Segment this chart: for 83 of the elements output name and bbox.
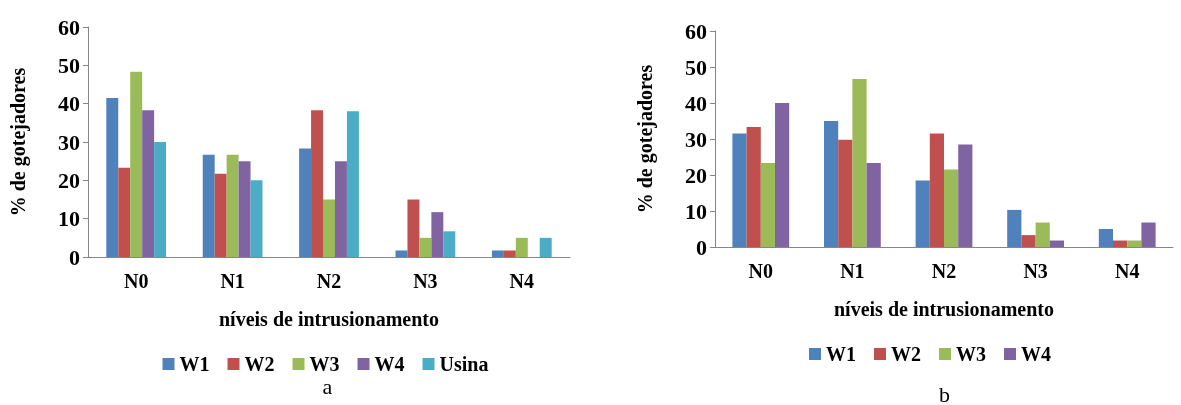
bar: [1098, 229, 1113, 247]
bar: [214, 173, 227, 257]
bar: [395, 250, 408, 257]
text: a: [322, 373, 333, 399]
bar: [1021, 235, 1036, 247]
x-tick-label: N1: [220, 270, 245, 292]
bar: [311, 110, 324, 257]
bar: [866, 163, 881, 247]
bar: [824, 121, 839, 247]
y-tick-label: 20: [685, 162, 707, 188]
x-tick-label: N2: [931, 260, 957, 282]
bar: [746, 127, 761, 247]
bar: [838, 139, 853, 247]
bar: [443, 231, 456, 257]
y-tick-label: 30: [685, 126, 707, 152]
y-tick-label: 40: [685, 90, 707, 116]
x-tick-label: N3: [413, 270, 438, 292]
bar: [852, 78, 867, 247]
bar: [142, 110, 155, 257]
x-tick-label: N4: [509, 270, 535, 292]
bar: [106, 97, 119, 257]
y-tick-label: 50: [58, 52, 80, 78]
bar: [118, 167, 131, 257]
legend-label: Usina: [439, 353, 489, 375]
y-tick-label: 60: [58, 14, 80, 40]
legend-label: W1: [826, 343, 856, 365]
legend-label: W3: [956, 343, 986, 365]
bar: [431, 212, 444, 257]
bar: [1127, 240, 1142, 247]
bar: [346, 111, 359, 257]
legend-label: W3: [309, 353, 340, 375]
bar: [250, 180, 263, 257]
bar: [1141, 222, 1156, 247]
bar: [130, 71, 143, 257]
bar: [226, 154, 239, 257]
bar: [334, 161, 347, 257]
y-tick-label: 60: [685, 18, 707, 44]
x-tick-label: N4: [1114, 260, 1140, 282]
legend-label: W1: [179, 353, 210, 375]
x-tick-label: N3: [1023, 260, 1048, 282]
bar: [419, 237, 432, 257]
bar: [1049, 240, 1064, 247]
bar: [491, 250, 504, 257]
bar: [958, 144, 973, 247]
y-tick-label: 20: [58, 167, 80, 193]
x-tick-label: N0: [748, 260, 774, 282]
legend-label: W2: [891, 343, 921, 365]
bar: [1035, 222, 1050, 247]
y-tick-label: 10: [58, 206, 80, 232]
x-axis-title: níveis de intrusionamento: [218, 308, 440, 330]
legend-label: W4: [1021, 343, 1051, 365]
bar: [503, 250, 516, 257]
bar: [1113, 240, 1128, 247]
y-tick-label: 10: [685, 198, 707, 224]
y-tick-label: 50: [685, 54, 707, 80]
bar: [732, 133, 747, 247]
y-tick-label: 0: [696, 234, 707, 260]
bar: [407, 199, 420, 257]
bar: [202, 154, 215, 257]
bar: [760, 163, 775, 247]
y-tick-label: 40: [58, 91, 80, 117]
bar: [323, 199, 335, 257]
bar: [539, 237, 552, 257]
bar: [929, 133, 944, 247]
y-axis-title: % de gotejadores: [634, 64, 657, 214]
bar: [154, 142, 167, 257]
bar: [1007, 209, 1022, 247]
text: b: [939, 381, 950, 405]
legend-label: W2: [244, 353, 275, 375]
y-axis-title: % de gotejadores: [7, 67, 30, 217]
x-tick-label: N2: [316, 270, 342, 292]
y-tick-label: 30: [58, 129, 80, 155]
bar: [299, 148, 312, 257]
bar: [915, 180, 930, 247]
bar: [238, 161, 251, 257]
bar: [515, 237, 528, 257]
x-tick-label: N0: [123, 270, 149, 292]
bar: [944, 169, 959, 247]
x-axis-title: níveis de intrusionamento: [833, 298, 1055, 320]
x-tick-label: N1: [840, 260, 865, 282]
legend-label: W4: [374, 353, 405, 375]
y-tick-label: 0: [69, 244, 80, 270]
bar: [775, 103, 790, 247]
